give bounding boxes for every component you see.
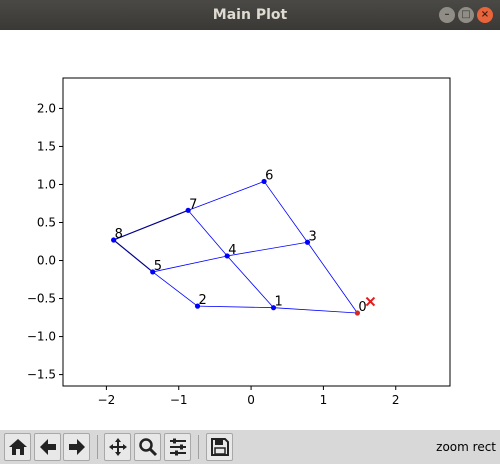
point-label-4: 4 — [228, 243, 236, 258]
x-tick-label: −2 — [98, 393, 116, 407]
edge-line — [152, 255, 228, 273]
y-tick-label: −1.5 — [27, 368, 56, 382]
x-tick-label: −1 — [170, 393, 188, 407]
point-3 — [304, 239, 311, 245]
zoom-button[interactable] — [134, 433, 161, 461]
point-label-5: 5 — [154, 259, 162, 274]
point-8 — [111, 237, 117, 243]
edge-line — [197, 305, 274, 309]
x-tick-label: 1 — [320, 393, 328, 407]
point-2 — [194, 303, 201, 309]
point-label-1: 1 — [274, 295, 282, 310]
sliders-icon — [169, 438, 186, 456]
arrow-right-icon — [68, 439, 85, 455]
plot-canvas[interactable]: 0 1 2 3 4 5 6 7 8 −2 −1 0 1 2 −1.5 −1.0 −0.5 0.0 0.5 1.0 1.5… — [0, 30, 500, 430]
point-6 — [261, 178, 267, 185]
point-4 — [224, 253, 230, 259]
point-label-6: 6 — [265, 168, 273, 183]
navigation-toolbar: zoom rect — [0, 430, 500, 464]
edge-line — [187, 181, 265, 211]
point-label-7: 7 — [189, 197, 197, 212]
y-tick-label: 1.5 — [37, 139, 56, 153]
configure-subplots-button[interactable] — [164, 433, 191, 461]
point-0 — [354, 310, 361, 316]
status-text: zoom rect — [436, 440, 496, 454]
edge-line — [226, 255, 274, 308]
y-tick-label: 2.0 — [37, 101, 56, 115]
magnifier-icon — [138, 438, 157, 457]
y-tick-label: 1.0 — [37, 177, 56, 191]
point-5 — [150, 269, 156, 275]
plot-svg[interactable]: 0 1 2 3 4 5 6 7 8 −2 −1 0 1 2 −1.5 −1.0 −0.5 0.0 0.5 1.0 1.5… — [0, 30, 500, 430]
title-bar: Main Plot – □ × — [0, 0, 500, 30]
axes-frame — [62, 77, 451, 387]
pan-button[interactable] — [104, 433, 131, 461]
y-tick-label: −0.5 — [27, 292, 56, 306]
home-button[interactable] — [4, 433, 31, 461]
edge-line — [152, 271, 198, 307]
floppy-disk-icon — [210, 438, 229, 456]
edge-line — [307, 242, 358, 314]
y-tick-label: −1.0 — [27, 330, 56, 344]
minimize-icon[interactable]: – — [439, 7, 455, 23]
toolbar-separator — [97, 435, 98, 459]
back-button[interactable] — [34, 433, 61, 461]
edge-line — [273, 307, 358, 314]
point-7 — [185, 207, 191, 213]
arrow-left-icon — [39, 439, 56, 455]
point-label-2: 2 — [199, 293, 207, 308]
edge-line — [227, 241, 308, 257]
edge-line — [113, 209, 189, 241]
edge-line — [263, 181, 308, 243]
y-tick-label: 0.5 — [37, 215, 56, 229]
home-icon — [8, 439, 27, 455]
save-button[interactable] — [206, 433, 233, 461]
edge-line — [113, 239, 154, 273]
target-marker — [365, 296, 376, 307]
toolbar-separator — [198, 435, 199, 459]
point-label-3: 3 — [308, 229, 316, 244]
edge-line — [187, 210, 228, 257]
x-tick-label: 2 — [392, 393, 400, 407]
point-label-0: 0 — [358, 300, 366, 315]
x-tick-label: 0 — [247, 393, 255, 407]
y-tick-label: 0.0 — [37, 254, 56, 268]
point-label-8: 8 — [115, 227, 123, 242]
move-icon — [108, 438, 127, 456]
point-1 — [270, 305, 277, 311]
close-icon[interactable]: × — [477, 7, 493, 23]
forward-button[interactable] — [63, 433, 90, 461]
window-title: Main Plot — [212, 7, 288, 23]
maximize-icon[interactable]: □ — [458, 7, 474, 23]
